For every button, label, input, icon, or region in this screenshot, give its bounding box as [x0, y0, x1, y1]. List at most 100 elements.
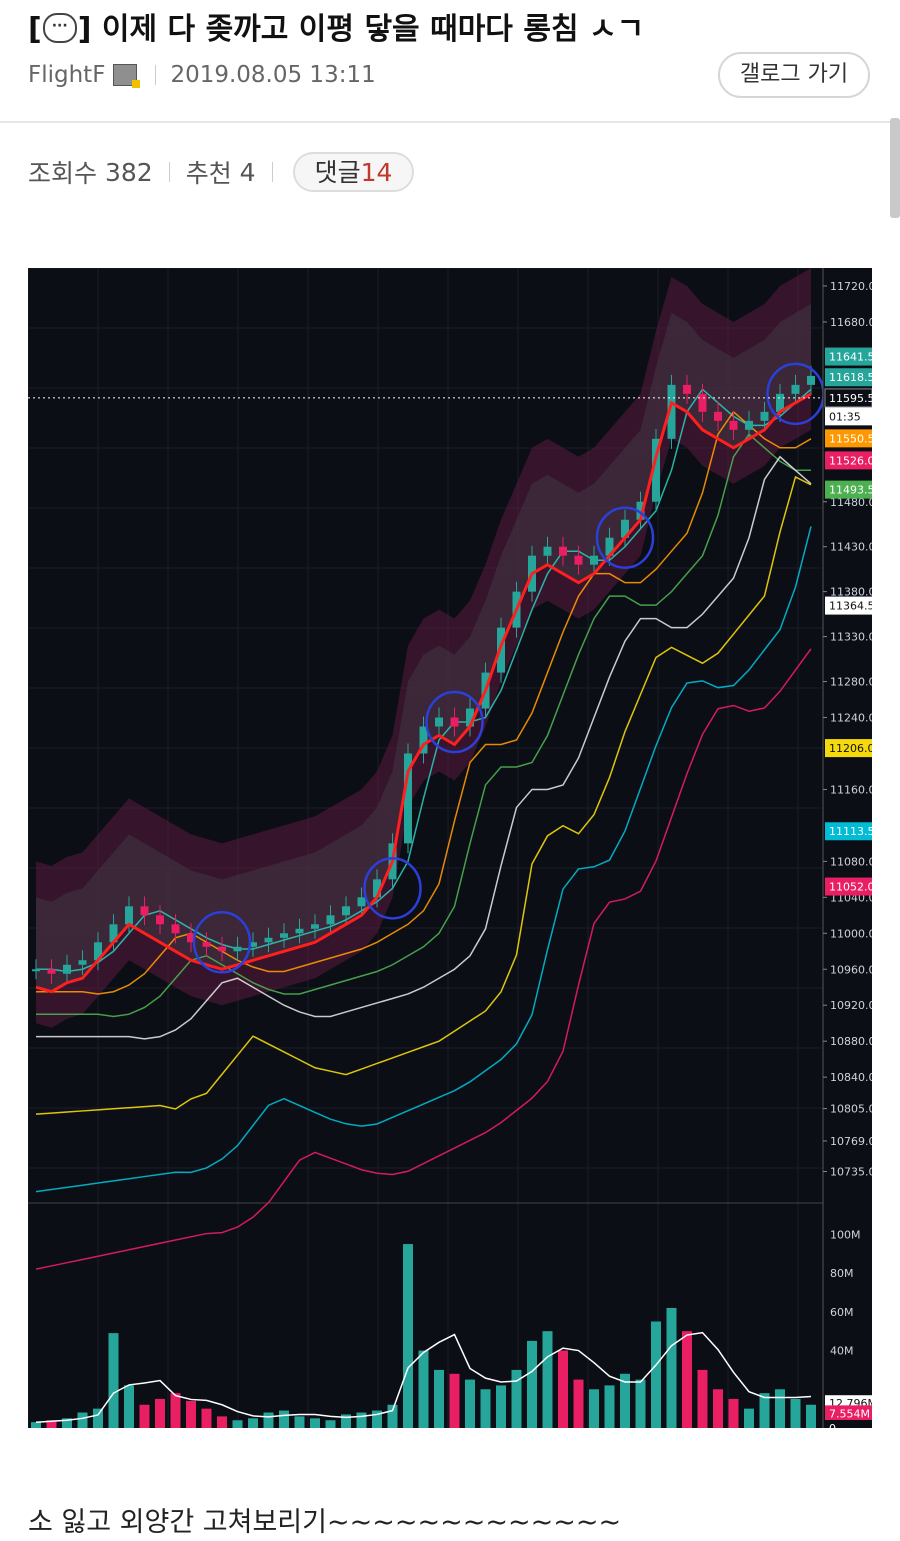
volume-badge-label: 0 — [829, 1422, 836, 1428]
stats-divider — [271, 162, 273, 182]
author-name[interactable]: FlightF — [28, 62, 106, 88]
price-badge — [825, 739, 872, 758]
candle-body — [326, 915, 335, 925]
candle-body — [435, 717, 443, 727]
volume-bar — [697, 1369, 708, 1428]
price-badge — [825, 429, 872, 448]
candle-body — [807, 375, 815, 385]
recommend-label: 추천 — [185, 159, 232, 188]
price-badge-label: 11206.0 — [829, 742, 872, 755]
lower-band — [36, 268, 811, 1028]
volume-bar — [341, 1414, 351, 1428]
price-tick-label: 11680.0 — [830, 316, 872, 329]
price-badge-label: 11550.5 — [829, 432, 872, 445]
volume-badge — [825, 1405, 872, 1422]
speech-bubble-icon: ··· — [42, 12, 77, 43]
volume-bar — [356, 1412, 367, 1428]
price-badge-label: 11526.0 — [829, 454, 872, 467]
candle-body — [621, 519, 629, 538]
volume-bar — [558, 1350, 568, 1428]
upper-band — [36, 303, 811, 992]
post-body: 소 잃고 외양간 고쳐보리기~~~~~~~~~~~~~ — [28, 1507, 622, 1538]
volume-bar — [744, 1408, 754, 1428]
moving-average-line — [35, 526, 812, 1193]
candle-body — [404, 753, 412, 844]
candle-body — [357, 897, 366, 907]
volume-bar — [496, 1385, 506, 1428]
volume-bar — [155, 1398, 165, 1428]
candle-body — [140, 906, 149, 916]
moving-average-line — [35, 648, 812, 1270]
price-badge — [825, 407, 872, 426]
hand-drawn-trend-line — [35, 392, 812, 994]
candle-body — [714, 411, 722, 421]
price-badge — [825, 347, 872, 366]
candle-body — [776, 393, 784, 412]
volume-bar — [480, 1389, 491, 1428]
volume-bar — [294, 1416, 305, 1428]
price-tick-label: 10960.0 — [830, 963, 872, 976]
post-stats: 조회수 382 추천 4 댓글14 — [28, 152, 415, 192]
candle-body — [280, 933, 288, 938]
candle-body — [698, 393, 707, 412]
volume-bar — [403, 1244, 413, 1428]
candle-body — [264, 937, 273, 943]
volume-bar — [651, 1321, 661, 1428]
volume-bar — [806, 1404, 816, 1428]
volume-bar — [434, 1369, 444, 1428]
volume-bar — [263, 1412, 274, 1428]
comment-count: 14 — [360, 158, 393, 187]
price-badge-label: 11618.5 — [829, 371, 872, 384]
comment-button[interactable]: 댓글14 — [292, 152, 415, 192]
hand-drawn-circle — [363, 857, 422, 920]
candle-body — [125, 906, 133, 925]
candle-body — [78, 960, 87, 965]
candle-body — [791, 384, 800, 394]
price-tick-label: 11160.0 — [830, 783, 872, 796]
gallog-button[interactable]: 갤로그 가기 — [718, 52, 870, 98]
price-tick-label: 10769.0 — [830, 1135, 872, 1148]
moving-average-line — [36, 433, 811, 1018]
price-tick-label: 11280.0 — [830, 676, 872, 689]
volume-bar — [589, 1389, 599, 1428]
price-badge — [825, 368, 872, 387]
volume-bar — [232, 1420, 243, 1428]
post-meta: FlightF 2019.08.05 13:11 — [28, 62, 376, 88]
volume-bar — [465, 1379, 475, 1428]
volume-bar — [108, 1333, 119, 1428]
post-datetime: 2019.08.05 13:11 — [170, 62, 376, 88]
views-count: 382 — [104, 157, 153, 187]
volume-tick-label: 60M — [830, 1306, 854, 1319]
candle-body — [760, 411, 769, 421]
volume-bar — [77, 1412, 88, 1428]
candle-body — [342, 906, 350, 916]
hand-drawn-circle — [595, 506, 655, 569]
volume-bar — [604, 1385, 615, 1428]
price-tick-label: 11080.0 — [830, 855, 872, 868]
candle-body — [683, 384, 691, 394]
candle-body — [652, 438, 660, 502]
volume-bar — [31, 1422, 41, 1428]
header-divider — [0, 121, 900, 123]
price-badge — [825, 822, 872, 841]
price-badge — [825, 451, 872, 470]
candle-body — [466, 708, 474, 727]
scrollbar-thumb[interactable] — [890, 118, 900, 218]
price-badge-label: 11595.5 — [829, 392, 872, 405]
hand-drawn-circle — [425, 690, 484, 754]
volume-bar — [418, 1350, 429, 1428]
volume-badge-label: 7.554M — [829, 1407, 870, 1420]
volume-bar — [124, 1385, 134, 1428]
candle-body — [109, 924, 118, 943]
views-label: 조회수 — [28, 159, 98, 188]
volume-bar — [248, 1418, 258, 1428]
price-badge — [825, 480, 872, 499]
chart-screenshot: 11720.0 11680.0 11480.0 11430.0 11380.0 11330… — [28, 268, 872, 1428]
volume-bar — [310, 1418, 320, 1428]
price-tick-label: 11000.0 — [830, 927, 872, 940]
volume-average-line — [35, 1331, 812, 1423]
moving-average-line — [36, 410, 812, 995]
candle-body — [156, 915, 164, 925]
candle-body — [636, 501, 645, 520]
price-tick-label: 11480.0 — [830, 496, 872, 509]
